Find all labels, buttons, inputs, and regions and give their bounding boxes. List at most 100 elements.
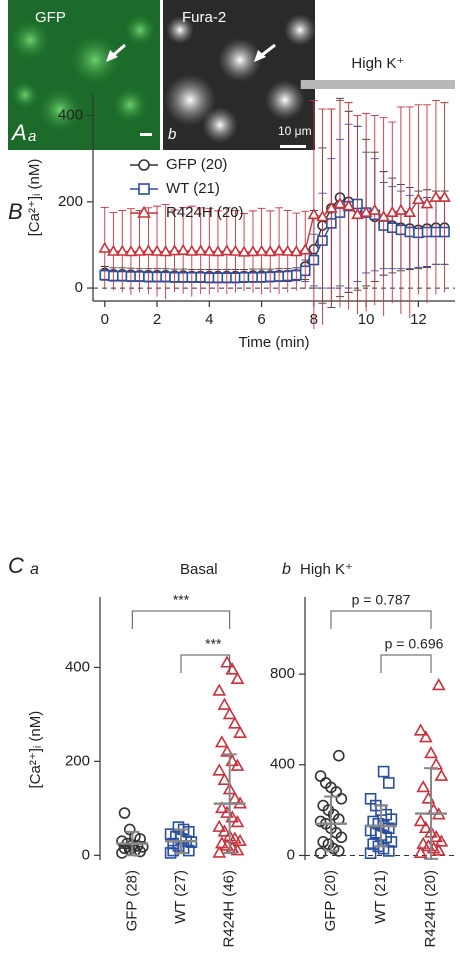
marker xyxy=(394,203,408,215)
legend-label: WT (21) xyxy=(166,180,220,197)
x-tick-label: R424H (20) xyxy=(422,870,439,948)
legend-marker xyxy=(138,183,150,195)
marker xyxy=(133,244,146,256)
marker xyxy=(185,244,199,256)
marker xyxy=(176,243,190,255)
x-tick-label: GFP (28) xyxy=(123,870,140,931)
x-tick-label: 2 xyxy=(153,311,161,328)
marker xyxy=(233,833,247,847)
micrograph-gfp xyxy=(8,0,160,150)
legend-label: R424H (20) xyxy=(166,204,244,221)
marker xyxy=(164,828,177,840)
comparison-bracket xyxy=(380,654,432,673)
marker xyxy=(382,777,395,789)
comparison-label: p = 0.696 xyxy=(385,636,444,652)
marker xyxy=(377,210,390,222)
marker xyxy=(230,671,245,684)
marker xyxy=(317,836,330,848)
marker xyxy=(281,244,295,256)
x-axis-label: Time (min) xyxy=(238,334,309,351)
scale-bar-label: 10 μm xyxy=(278,124,312,138)
marker xyxy=(272,244,286,256)
marker xyxy=(255,244,268,256)
y-axis-label: [Ca²⁺]ᵢ (nM) xyxy=(26,159,43,237)
y-tick-label: 400 xyxy=(58,107,83,124)
y-tick-label: 400 xyxy=(270,756,295,773)
marker xyxy=(194,244,208,256)
marker xyxy=(438,190,451,202)
y-axis-label: [Ca²⁺]ᵢ (nM) xyxy=(27,711,44,789)
marker xyxy=(214,836,229,849)
subpanel-label: b xyxy=(282,561,291,578)
marker xyxy=(227,831,242,844)
marker xyxy=(214,735,229,748)
marker xyxy=(431,843,446,856)
marker xyxy=(342,199,355,211)
marker xyxy=(227,791,242,804)
marker xyxy=(220,744,234,757)
marker xyxy=(332,749,345,762)
marker xyxy=(314,770,327,782)
marker xyxy=(421,791,436,804)
marker xyxy=(416,780,431,793)
y-tick-label: 400 xyxy=(65,658,90,675)
panel-label: A xyxy=(10,120,27,145)
stimulus-label: High K⁺ xyxy=(351,55,404,72)
marker xyxy=(418,820,433,834)
marker xyxy=(314,815,327,828)
stimulus-bar xyxy=(300,80,455,89)
marker xyxy=(316,210,329,222)
marker xyxy=(359,205,373,217)
marker xyxy=(118,807,131,819)
marker xyxy=(413,723,428,736)
comparison-bracket xyxy=(330,610,432,629)
marker xyxy=(150,244,164,256)
marker xyxy=(335,792,348,805)
comparison-bracket xyxy=(131,610,231,629)
marker xyxy=(403,205,417,217)
marker xyxy=(211,245,225,257)
marker xyxy=(123,823,136,836)
marker xyxy=(222,707,237,720)
marker xyxy=(413,845,428,858)
marker xyxy=(167,844,179,857)
marker xyxy=(263,245,277,257)
marker xyxy=(322,838,335,850)
marker xyxy=(367,838,380,850)
marker xyxy=(298,243,312,255)
marker xyxy=(431,678,446,691)
y-tick-label: 200 xyxy=(58,193,83,210)
y-tick-label: 0 xyxy=(287,846,295,863)
marker xyxy=(418,730,433,743)
marker xyxy=(416,836,431,849)
marker xyxy=(307,207,321,220)
marker xyxy=(229,244,242,256)
x-tick-label: 12 xyxy=(410,311,427,328)
marker xyxy=(98,241,112,253)
marker xyxy=(246,245,260,257)
y-tick-label: 800 xyxy=(270,665,295,682)
comparison-label: *** xyxy=(173,592,190,608)
marker xyxy=(237,245,251,257)
marker xyxy=(233,725,247,738)
marker xyxy=(290,245,303,257)
marker xyxy=(227,716,242,729)
comparison-label: p = 0.787 xyxy=(352,592,411,608)
marker xyxy=(115,244,129,256)
marker xyxy=(325,201,338,213)
x-tick-label: WT (27) xyxy=(172,870,189,924)
marker xyxy=(220,655,234,668)
chart-title: Basal xyxy=(180,561,218,578)
marker xyxy=(424,746,438,759)
marker xyxy=(212,819,227,832)
marker xyxy=(168,244,181,256)
marker xyxy=(385,205,399,217)
marker xyxy=(107,244,120,256)
marker xyxy=(364,847,377,859)
x-tick-label: 6 xyxy=(257,311,265,328)
panel-label: a xyxy=(28,128,36,145)
marker xyxy=(142,244,155,256)
marker xyxy=(429,190,443,202)
marker xyxy=(364,792,377,805)
marker xyxy=(413,814,428,827)
